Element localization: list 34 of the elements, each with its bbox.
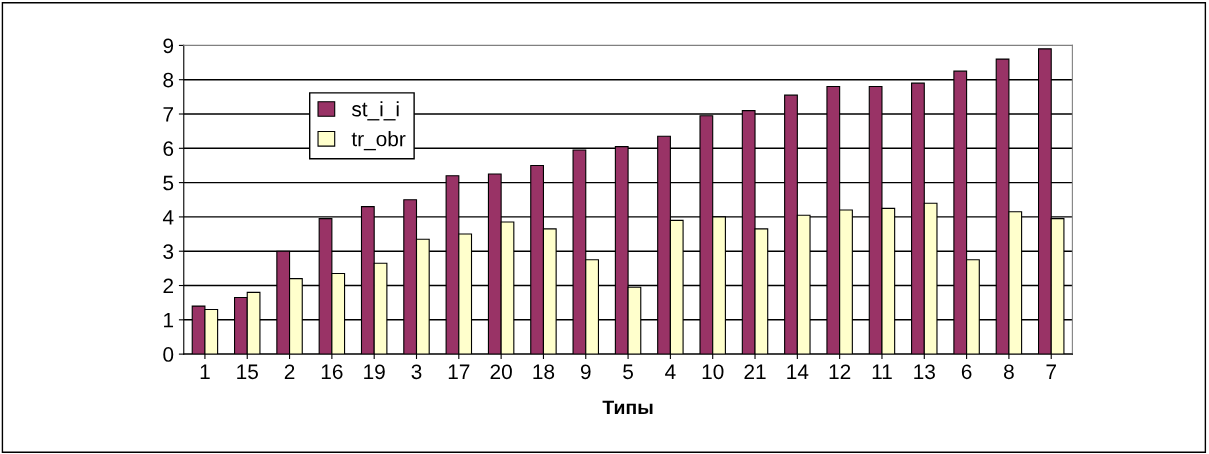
y-tick-label: 2 — [163, 278, 173, 294]
x-tick-label: 1 — [200, 364, 210, 379]
y-tick-label: 0 — [163, 347, 174, 362]
x-tick-label: 13 — [914, 364, 935, 380]
x-tick-label: 8 — [1004, 364, 1014, 380]
x-tick-label: 11 — [872, 364, 892, 379]
x-tick-label: 6 — [961, 364, 972, 380]
x-tick-label: 7 — [1046, 364, 1056, 379]
x-tick-label: 3 — [411, 364, 422, 380]
legend-label: st_i_i — [351, 101, 399, 121]
y-tick-label: 5 — [163, 175, 174, 191]
y-tick-label: 9 — [163, 38, 174, 54]
legend-label: tr_obr — [351, 131, 406, 151]
y-tick-label: 7 — [163, 107, 173, 122]
x-tick-label: 21 — [744, 364, 766, 379]
y-tick-label: 1 — [164, 313, 174, 328]
y-tick-label: 4 — [162, 210, 174, 225]
x-tick-label: 12 — [829, 364, 851, 379]
x-tick-label: 18 — [533, 364, 555, 380]
y-tick-label: 6 — [163, 141, 174, 157]
x-tick-label: 16 — [321, 364, 343, 380]
x-tick-label: 17 — [448, 364, 470, 379]
x-tick-label: 2 — [284, 364, 295, 379]
x-tick-label: 14 — [787, 364, 809, 379]
x-tick-label: 19 — [364, 364, 385, 380]
y-tick-label: 8 — [163, 72, 174, 88]
x-tick-label: 4 — [665, 364, 676, 379]
x-tick-label: 10 — [702, 364, 724, 380]
x-tick-label: 15 — [237, 364, 258, 380]
x-tick-label: 20 — [490, 364, 512, 380]
x-axis-title: Типы — [602, 400, 653, 415]
x-tick-label: 5 — [623, 364, 633, 380]
x-tick-label: 9 — [580, 364, 591, 380]
y-tick-label: 3 — [163, 244, 174, 259]
